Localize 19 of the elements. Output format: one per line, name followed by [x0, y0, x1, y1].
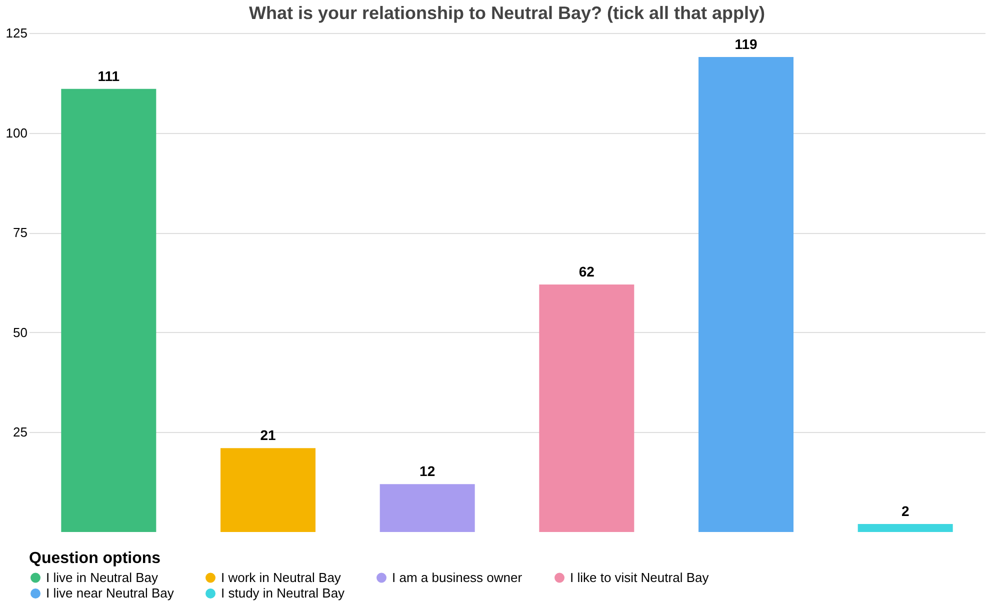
legend-label: I am a business owner	[392, 570, 523, 585]
data-label: 21	[260, 427, 276, 444]
data-label: 12	[420, 463, 436, 480]
legend-label: I live in Neutral Bay	[46, 570, 158, 585]
y-tick-label: 125	[6, 26, 28, 40]
legend-title: Question options	[29, 550, 161, 567]
data-label: 119	[734, 36, 758, 52]
y-tick-label: 75	[13, 225, 28, 240]
y-tick-label: 25	[13, 424, 28, 440]
chart-title: What is your relationship to Neutral Bay? (tick all that apply)	[248, 3, 766, 23]
data-label: 62	[578, 263, 595, 280]
legend-label: I work in Neutral Bay	[221, 570, 342, 585]
y-tick-label: 50	[13, 324, 28, 340]
y-tick-label: 100	[6, 125, 28, 140]
data-label: 111	[98, 68, 120, 84]
legend-label: I study in Neutral Bay	[221, 586, 346, 600]
data-label: 2	[901, 503, 910, 520]
legend-label: I live near Neutral Bay	[46, 586, 174, 600]
legend-label: I like to visit Neutral Bay	[570, 570, 710, 585]
